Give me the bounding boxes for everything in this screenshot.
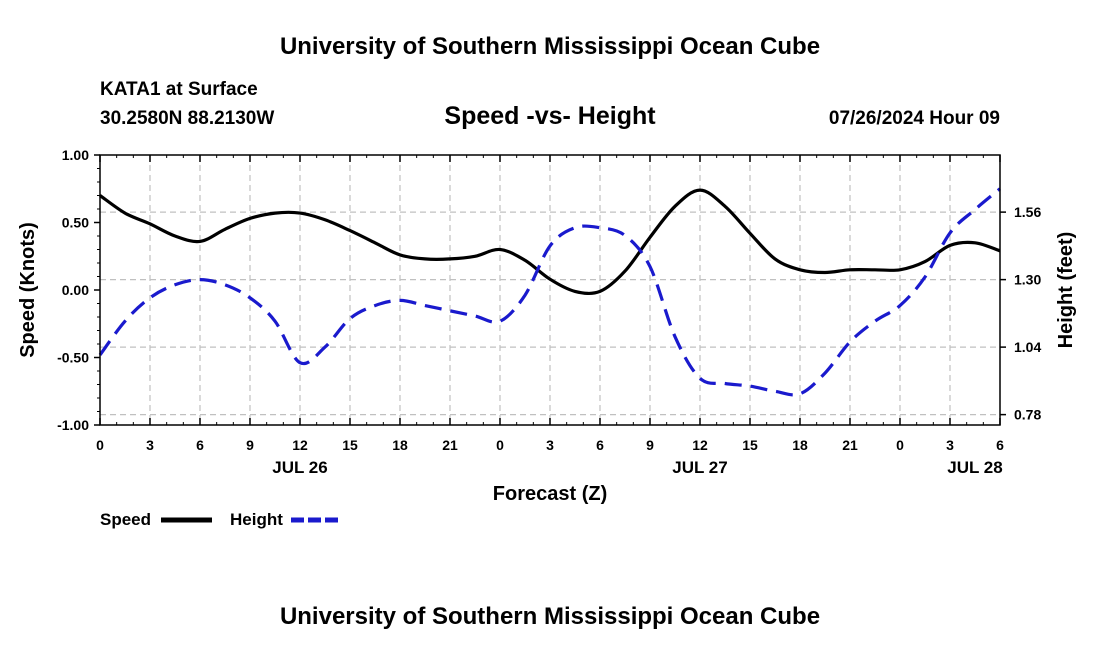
x-axis-title: Forecast (Z) [493, 483, 607, 505]
x-date-label: JUL 26 [272, 458, 327, 477]
x-date-label: JUL 27 [672, 458, 727, 477]
x-tick-label: 15 [742, 437, 758, 453]
series-layer [98, 187, 1002, 397]
y-right-tick-label: 0.78 [1014, 407, 1041, 423]
y-right-tick-label: 1.56 [1014, 204, 1041, 220]
x-tick-label: 18 [792, 437, 808, 453]
x-tick-label: 21 [842, 437, 858, 453]
y-left-tick-label: 0.50 [62, 215, 89, 231]
x-tick-label: 3 [946, 437, 954, 453]
forecast-datetime: 07/26/2024 Hour 09 [829, 108, 1000, 129]
x-tick-label: 6 [596, 437, 604, 453]
axes: 0 3 6 9 12 15 18 21 0 3 6 9 12 15 18 21 0 3 6 JUL 26 JUL 27 J… [57, 147, 1041, 477]
chart-footer-title: University of Southern Mississippi Ocean… [280, 603, 820, 630]
x-tick-label: 3 [546, 437, 554, 453]
grid [100, 155, 1000, 425]
legend: Speed Height [100, 510, 342, 529]
series-line-speed [99, 188, 1001, 295]
x-date-label: JUL 28 [947, 458, 1002, 477]
series-line-height [98, 187, 1002, 397]
x-tick-label: 15 [342, 437, 358, 453]
y-right-tick-label: 1.30 [1014, 272, 1041, 288]
x-tick-label: 12 [292, 437, 308, 453]
y-left-tick-label: -1.00 [57, 417, 89, 433]
x-tick-label: 18 [392, 437, 408, 453]
x-tick-label: 6 [196, 437, 204, 453]
y-left-tick-label: 0.00 [62, 282, 89, 298]
x-tick-label: 0 [496, 437, 504, 453]
y-right-tick-label: 1.04 [1014, 339, 1041, 355]
station-coordinates: 30.2580N 88.2130W [100, 108, 274, 129]
y-left-tick-label: 1.00 [62, 147, 89, 163]
x-tick-label: 0 [896, 437, 904, 453]
legend-label-speed: Speed [100, 510, 151, 529]
x-tick-label: 0 [96, 437, 104, 453]
legend-label-height: Height [230, 510, 283, 529]
plot-title: Speed -vs- Height [444, 102, 656, 130]
station-label: KATA1 at Surface [100, 79, 258, 100]
x-tick-label: 9 [246, 437, 254, 453]
y-axis-title-right: Height (feet) [1055, 232, 1077, 349]
x-tick-label: 12 [692, 437, 708, 453]
y-axis-title-left: Speed (Knots) [17, 222, 39, 358]
x-tick-label: 21 [442, 437, 458, 453]
x-tick-label: 6 [996, 437, 1004, 453]
x-tick-label: 3 [146, 437, 154, 453]
chart-header-title: University of Southern Mississippi Ocean… [280, 33, 820, 60]
y-left-tick-label: -0.50 [57, 350, 89, 366]
x-tick-label: 9 [646, 437, 654, 453]
